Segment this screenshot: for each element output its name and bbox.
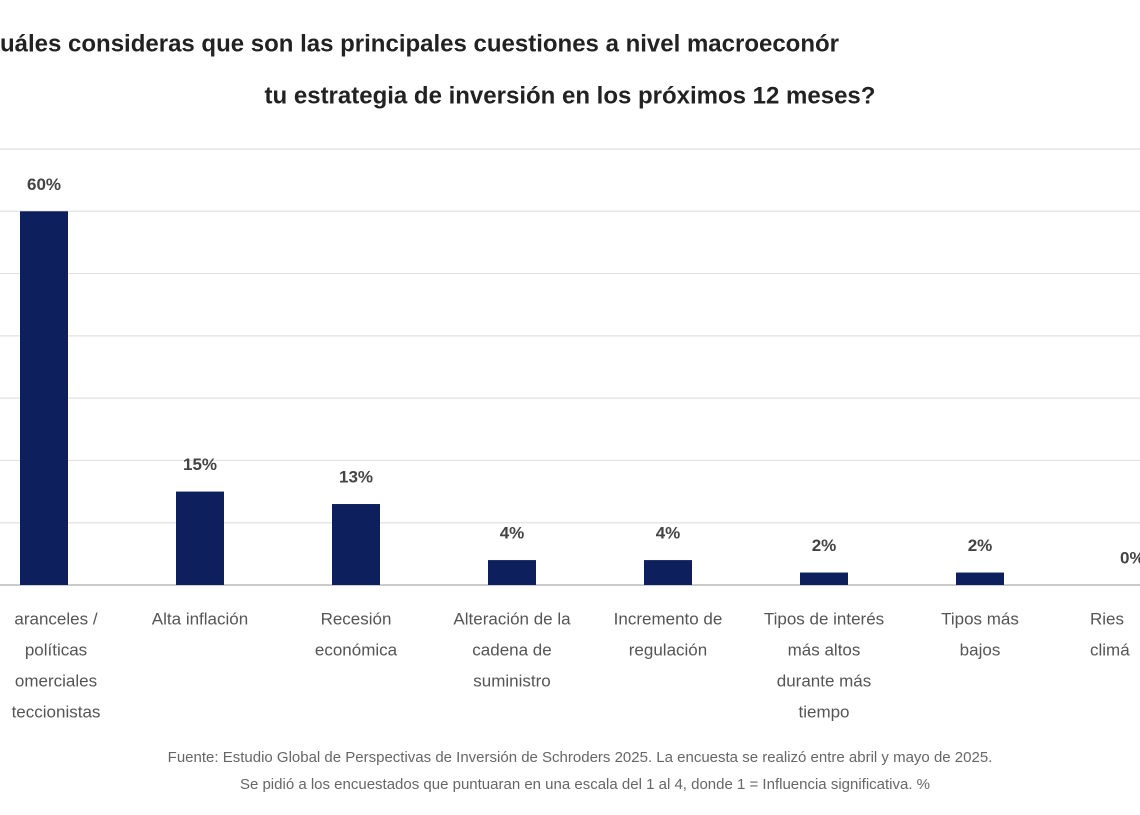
- x-tick-label: Incremento de: [614, 609, 723, 628]
- x-tick-label: económica: [315, 640, 398, 659]
- x-tick-label: Tipos de interés: [764, 609, 884, 628]
- value-label: 4%: [500, 524, 525, 543]
- x-tick-label: bajos: [960, 640, 1001, 659]
- bar: [644, 560, 692, 585]
- value-label: 0%: [1120, 548, 1140, 567]
- x-tick-label: Recesión: [321, 609, 392, 628]
- bar: [176, 491, 224, 585]
- chart-title: tu estrategia de inversión en los próxim…: [265, 82, 876, 109]
- value-label: 2%: [812, 536, 837, 555]
- x-tick-label: climá: [1090, 640, 1130, 659]
- x-tick-label: suministro: [473, 671, 550, 690]
- x-tick-label: aranceles /: [14, 609, 97, 628]
- x-tick-label: cadena de: [472, 640, 551, 659]
- x-tick-label: Ries: [1090, 609, 1124, 628]
- bar: [956, 572, 1004, 585]
- x-tick-label: políticas: [25, 640, 87, 659]
- value-label: 4%: [656, 524, 681, 543]
- bar: [332, 504, 380, 585]
- bar: [20, 211, 68, 586]
- bar: [800, 572, 848, 585]
- footnote: Se pidió a los encuestados que puntuaran…: [240, 776, 930, 793]
- x-tick-label: más altos: [788, 640, 861, 659]
- value-label: 60%: [27, 175, 61, 194]
- value-label: 2%: [968, 536, 993, 555]
- x-tick-label: Tipos más: [941, 609, 1019, 628]
- x-tick-label: Alta inflación: [152, 609, 248, 628]
- x-tick-label: durante más: [777, 671, 872, 690]
- value-label: 13%: [339, 468, 373, 487]
- x-tick-label: omerciales: [15, 671, 97, 690]
- bar: [488, 560, 536, 585]
- x-tick-label: teccionistas: [12, 702, 101, 721]
- x-tick-label: regulación: [629, 640, 707, 659]
- x-tick-label: tiempo: [798, 702, 849, 721]
- footnote: Fuente: Estudio Global de Perspectivas d…: [168, 749, 993, 766]
- x-tick-label: Alteración de la: [453, 609, 571, 628]
- chart-title: uáles consideras que son las principales…: [0, 30, 839, 57]
- value-label: 15%: [183, 455, 217, 474]
